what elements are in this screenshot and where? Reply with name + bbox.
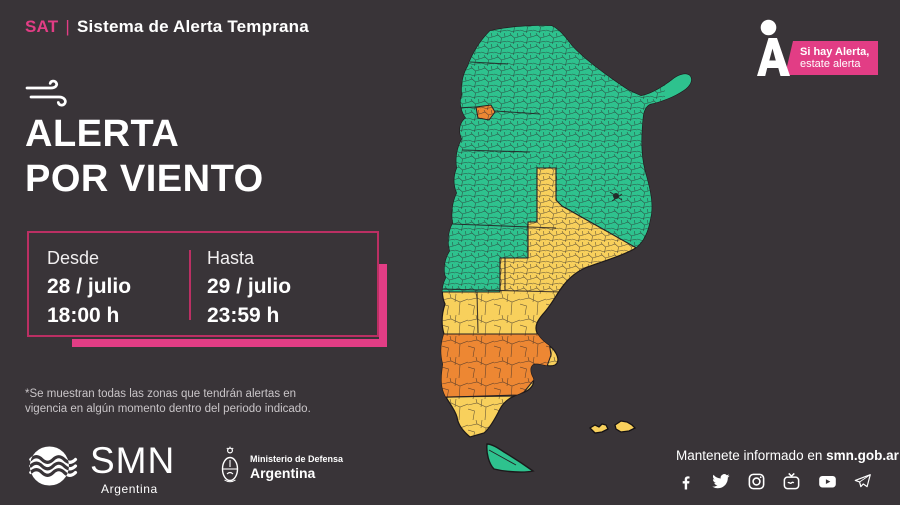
smn-url: smn.gob.ar [826, 448, 899, 463]
ministry-logo: Ministerio de Defensa Argentina [219, 446, 343, 488]
badge-line2: estate alerta [800, 58, 861, 70]
title-line2: POR VIENTO [25, 158, 264, 200]
accent-bar-bottom [72, 339, 387, 347]
to-label: Hasta [207, 248, 255, 268]
map-islas-malvinas [588, 420, 637, 434]
period-from: Desde 28 / julio 18:00 h [47, 248, 189, 327]
twitter-icon[interactable] [711, 472, 730, 491]
header-divider: | [65, 17, 70, 36]
sat-acronym: SAT [25, 17, 59, 36]
period-to: Hasta 29 / julio 23:59 h [191, 248, 292, 327]
ministry-country: Argentina [250, 464, 316, 481]
amba-cluster [609, 191, 623, 202]
smn-logo: SMN Argentina [28, 441, 175, 496]
igtv-icon[interactable] [782, 472, 801, 491]
page-title: ALERTA POR VIENTO [25, 112, 264, 202]
smn-country: Argentina [101, 482, 158, 496]
info-text: Mantenete informado en smn.gob.ar [676, 448, 899, 463]
badge-line1: Si hay Alerta, [800, 45, 870, 58]
from-date: 28 / julio [47, 275, 132, 298]
title-line1: ALERTA [25, 113, 180, 155]
from-label: Desde [47, 248, 100, 268]
sat-header: SAT | Sistema de Alerta Temprana [25, 17, 309, 37]
system-name: Sistema de Alerta Temprana [76, 17, 309, 36]
coat-of-arms-icon [221, 446, 239, 483]
map-tierra-del-fuego [486, 443, 535, 473]
footer-info: Mantenete informado en smn.gob.ar [676, 448, 899, 491]
wind-icon [25, 79, 67, 107]
accent-bar-right [379, 264, 387, 347]
alert-person-icon [757, 19, 790, 76]
alert-period-box: Desde 28 / julio 18:00 h Hasta 29 / juli… [27, 231, 387, 347]
footnote: *Se muestran todas las zonas que tendrán… [25, 388, 311, 415]
to-time: 23:59 h [207, 304, 280, 327]
facebook-icon[interactable] [676, 472, 695, 491]
si-hay-alerta-badge: Si hay Alerta, estate alerta [756, 19, 878, 77]
ministry-name: Ministerio de Defensa [250, 453, 344, 464]
telegram-icon[interactable] [853, 472, 872, 491]
social-icons-row [676, 472, 872, 491]
badge-box: Si hay Alerta, estate alerta [785, 41, 878, 75]
to-date: 29 / julio [207, 275, 292, 298]
youtube-icon[interactable] [818, 472, 837, 491]
period-divider [189, 250, 191, 320]
from-time: 18:00 h [47, 304, 120, 327]
instagram-icon[interactable] [747, 472, 766, 491]
smn-circle-waves-icon [29, 446, 78, 486]
smn-wordmark: SMN [90, 440, 176, 481]
